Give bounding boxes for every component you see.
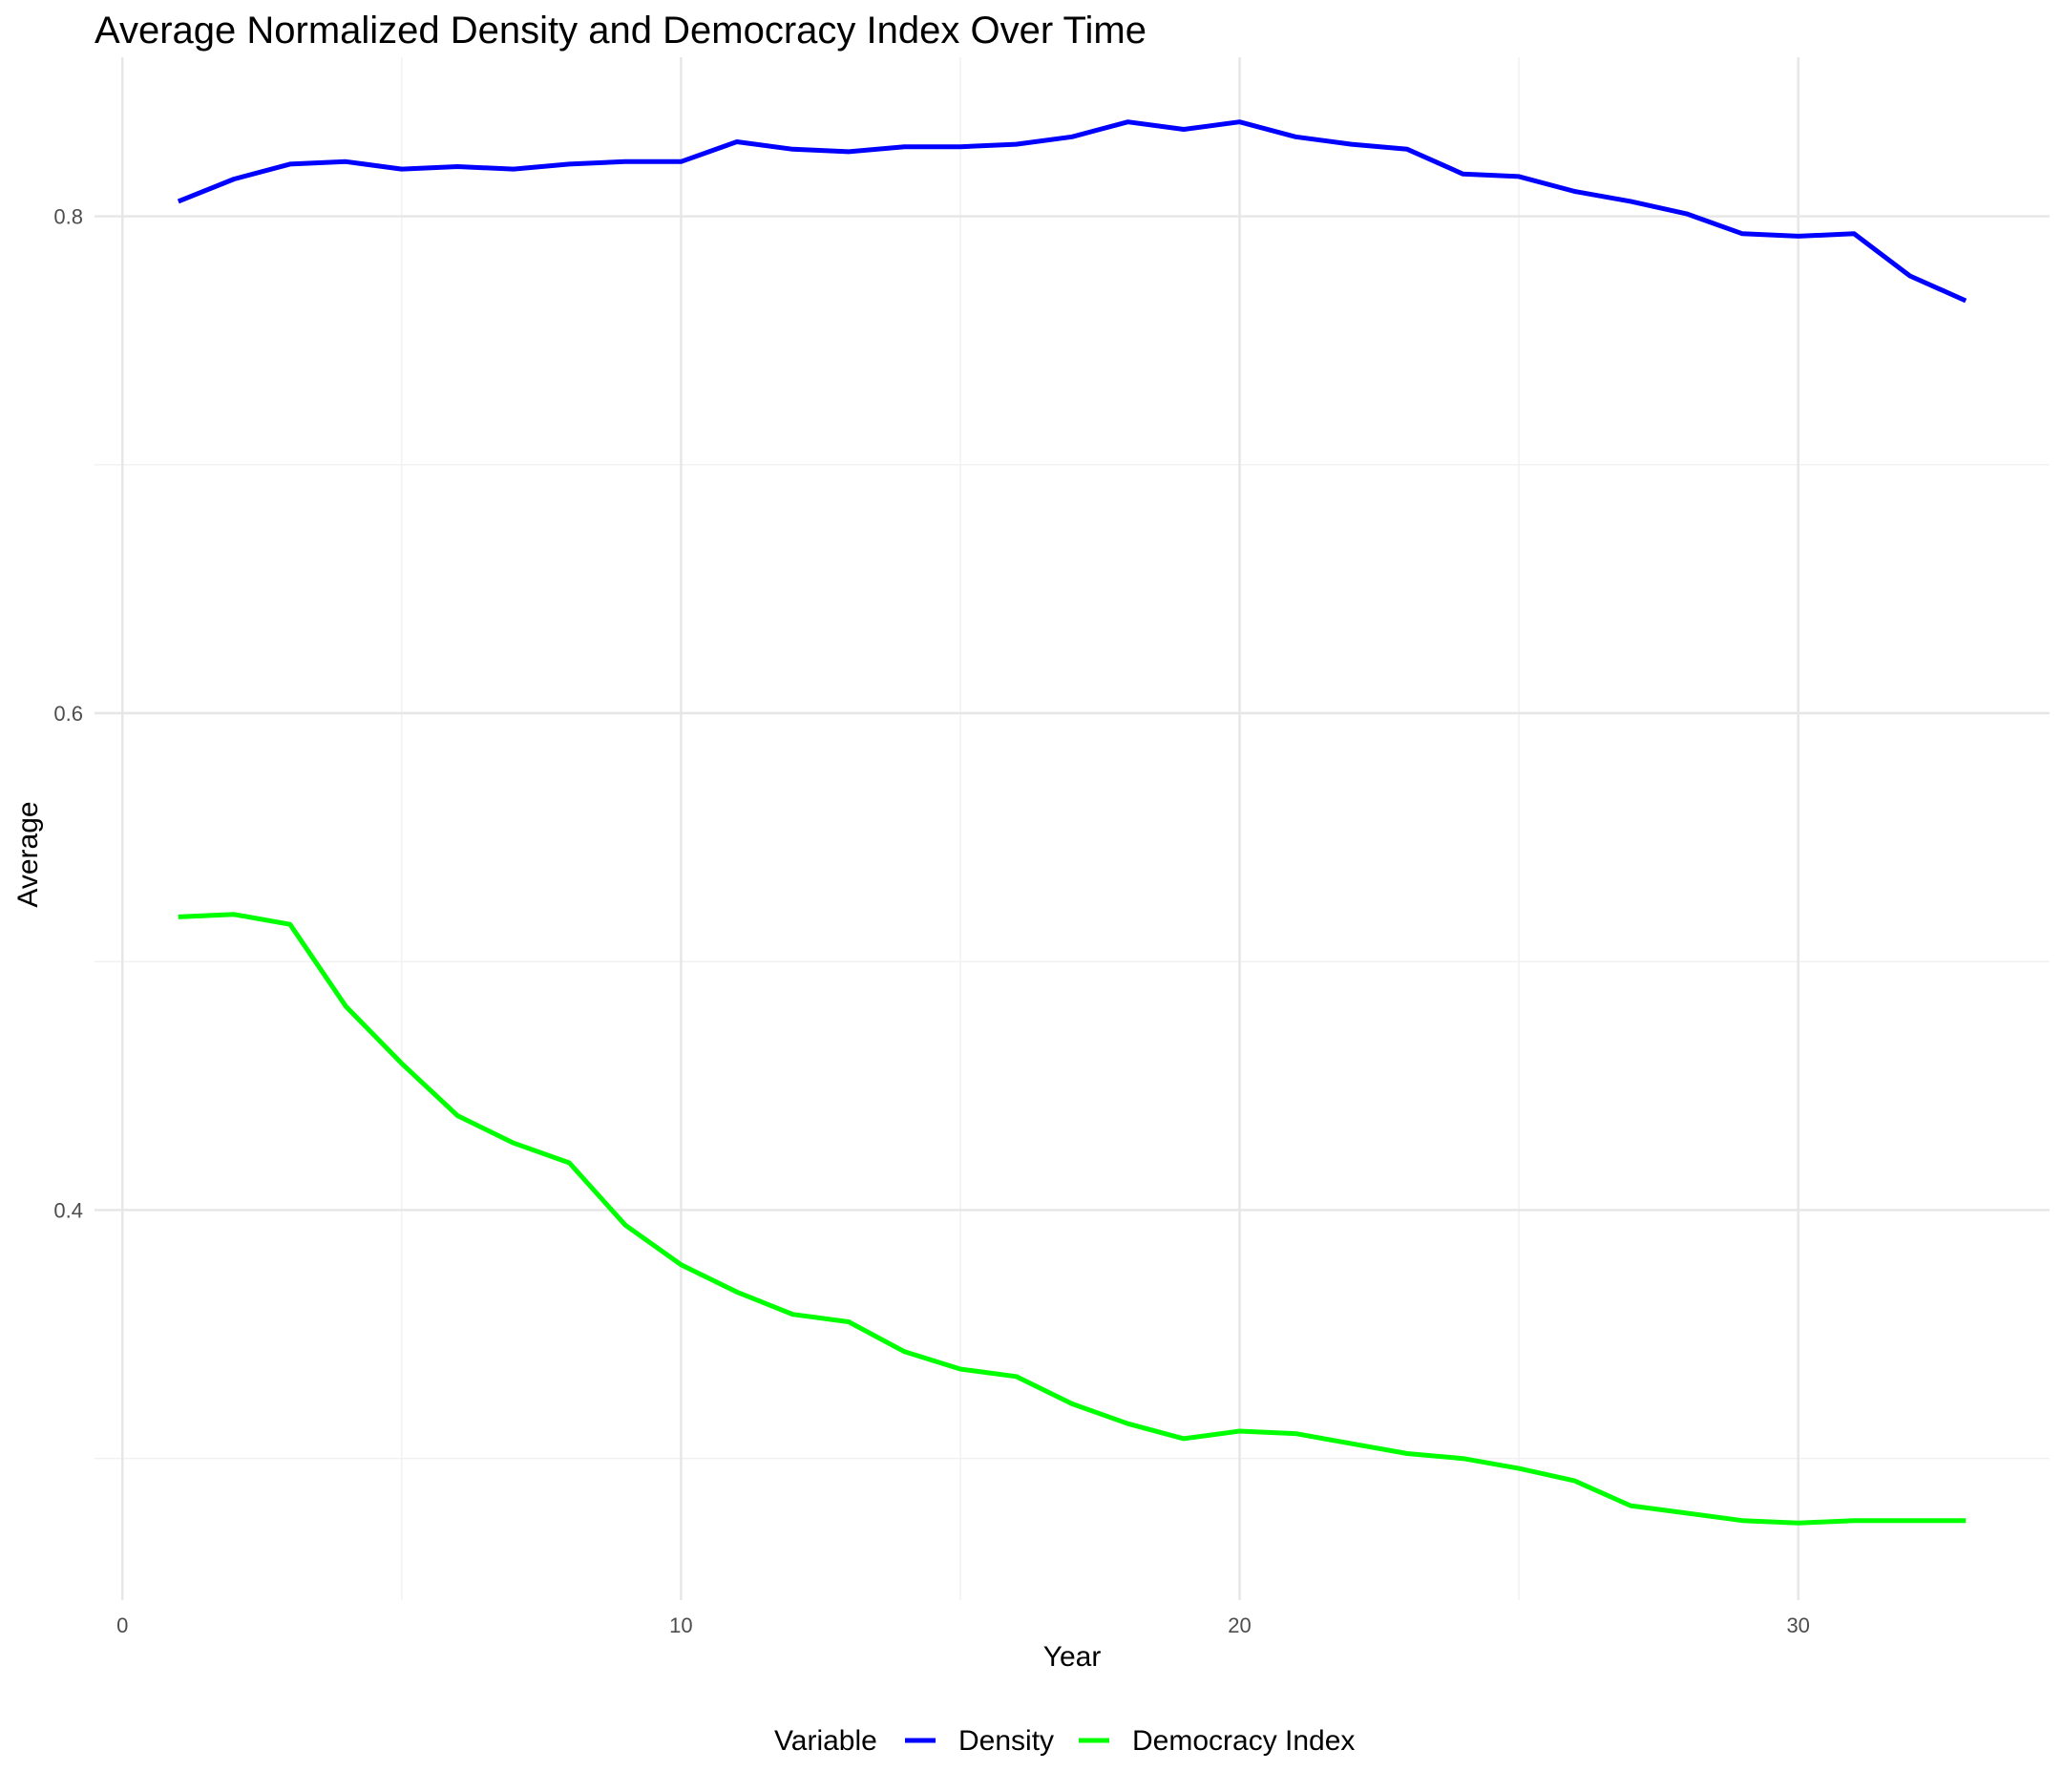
series-line-democracy-index bbox=[178, 912, 1967, 1526]
legend-label-density: Density bbox=[958, 1725, 1054, 1757]
series-layer bbox=[177, 119, 1967, 1526]
x-tick-label: 20 bbox=[1228, 1613, 1251, 1637]
legend: Variable Density Democracy Index bbox=[774, 1725, 1355, 1757]
y-tick-label: 0.6 bbox=[53, 702, 83, 726]
chart-title: Average Normalized Density and Democracy… bbox=[95, 10, 1147, 52]
grid-layer bbox=[95, 57, 2050, 1600]
x-tick-label: 0 bbox=[116, 1613, 128, 1637]
series-line-density bbox=[177, 119, 1967, 304]
y-tick-label: 0.8 bbox=[53, 205, 83, 229]
legend-title: Variable bbox=[774, 1725, 877, 1757]
y-axis-title: Average bbox=[12, 801, 44, 907]
axis-layer: 0 10 20 30 0.4 0.6 0.8 bbox=[53, 205, 1810, 1637]
legend-label-democracy-index: Democracy Index bbox=[1132, 1725, 1355, 1757]
y-tick-label: 0.4 bbox=[53, 1198, 83, 1222]
x-tick-label: 30 bbox=[1786, 1613, 1809, 1637]
x-tick-label: 10 bbox=[669, 1613, 692, 1637]
x-axis-title: Year bbox=[1043, 1641, 1102, 1673]
